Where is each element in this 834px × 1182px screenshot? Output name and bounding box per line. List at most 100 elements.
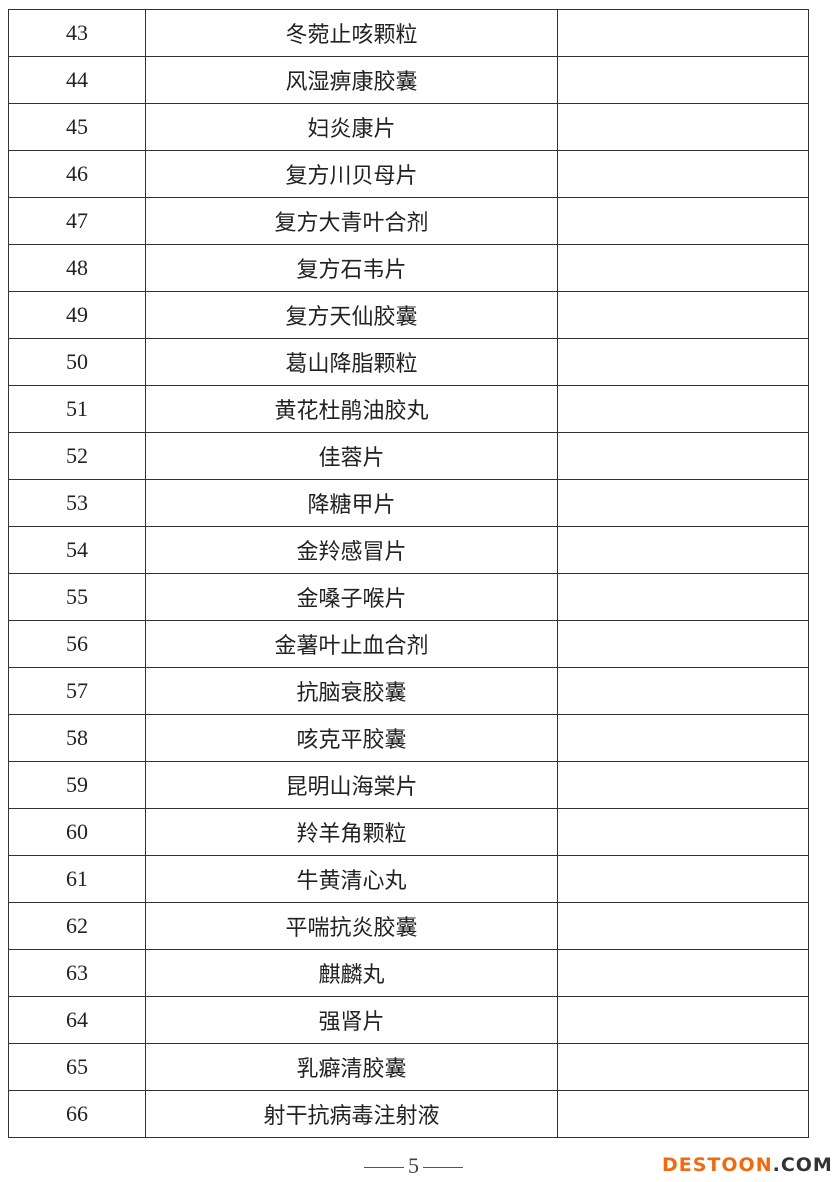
row-number: 64 bbox=[8, 996, 146, 1044]
drug-name: 降糖甲片 bbox=[145, 479, 558, 527]
table-row: 60 羚羊角颗粒 bbox=[8, 808, 809, 856]
dash-left bbox=[364, 1167, 404, 1169]
remark-cell bbox=[557, 197, 809, 245]
drug-name: 冬菀止咳颗粒 bbox=[145, 9, 558, 57]
remark-cell bbox=[557, 385, 809, 433]
drug-name: 妇炎康片 bbox=[145, 103, 558, 151]
remark-cell bbox=[557, 338, 809, 386]
table-row: 49 复方天仙胶囊 bbox=[8, 291, 809, 339]
table-row: 56 金薯叶止血合剂 bbox=[8, 620, 809, 668]
table-row: 59 昆明山海棠片 bbox=[8, 761, 809, 809]
table-row: 52 佳蓉片 bbox=[8, 432, 809, 480]
remark-cell bbox=[557, 902, 809, 950]
table-row: 44 风湿痹康胶囊 bbox=[8, 56, 809, 104]
table-row: 50 葛山降脂颗粒 bbox=[8, 338, 809, 386]
table-row: 61 牛黄清心丸 bbox=[8, 855, 809, 903]
row-number: 57 bbox=[8, 667, 146, 715]
row-number: 53 bbox=[8, 479, 146, 527]
remark-cell bbox=[557, 761, 809, 809]
table-row: 64 强肾片 bbox=[8, 996, 809, 1044]
row-number: 59 bbox=[8, 761, 146, 809]
row-number: 55 bbox=[8, 573, 146, 621]
row-number: 48 bbox=[8, 244, 146, 292]
drug-name: 抗脑衰胶囊 bbox=[145, 667, 558, 715]
row-number: 58 bbox=[8, 714, 146, 762]
remark-cell bbox=[557, 1090, 809, 1138]
drug-name: 佳蓉片 bbox=[145, 432, 558, 480]
row-number: 43 bbox=[8, 9, 146, 57]
drug-name: 咳克平胶囊 bbox=[145, 714, 558, 762]
row-number: 51 bbox=[8, 385, 146, 433]
watermark-part2: .COM bbox=[772, 1154, 833, 1176]
row-number: 62 bbox=[8, 902, 146, 950]
drug-name: 金薯叶止血合剂 bbox=[145, 620, 558, 668]
table-row: 45 妇炎康片 bbox=[8, 103, 809, 151]
drug-name: 复方川贝母片 bbox=[145, 150, 558, 198]
drug-name: 平喘抗炎胶囊 bbox=[145, 902, 558, 950]
remark-cell bbox=[557, 808, 809, 856]
row-number: 60 bbox=[8, 808, 146, 856]
drug-name: 风湿痹康胶囊 bbox=[145, 56, 558, 104]
remark-cell bbox=[557, 432, 809, 480]
row-number: 54 bbox=[8, 526, 146, 574]
table-row: 46 复方川贝母片 bbox=[8, 150, 809, 198]
row-number: 44 bbox=[8, 56, 146, 104]
drug-name: 金嗓子喉片 bbox=[145, 573, 558, 621]
table-row: 43 冬菀止咳颗粒 bbox=[8, 9, 809, 57]
remark-cell bbox=[557, 150, 809, 198]
table-row: 66 射干抗病毒注射液 bbox=[8, 1090, 809, 1138]
row-number: 49 bbox=[8, 291, 146, 339]
drug-name: 羚羊角颗粒 bbox=[145, 808, 558, 856]
drug-name: 复方大青叶合剂 bbox=[145, 197, 558, 245]
remark-cell bbox=[557, 103, 809, 151]
drug-name: 葛山降脂颗粒 bbox=[145, 338, 558, 386]
row-number: 45 bbox=[8, 103, 146, 151]
drug-name: 麒麟丸 bbox=[145, 949, 558, 997]
table-row: 58 咳克平胶囊 bbox=[8, 714, 809, 762]
row-number: 65 bbox=[8, 1043, 146, 1091]
row-number: 66 bbox=[8, 1090, 146, 1138]
remark-cell bbox=[557, 56, 809, 104]
row-number: 50 bbox=[8, 338, 146, 386]
remark-cell bbox=[557, 949, 809, 997]
dash-right bbox=[423, 1167, 463, 1169]
remark-cell bbox=[557, 620, 809, 668]
drug-name: 复方天仙胶囊 bbox=[145, 291, 558, 339]
watermark-logo: DESTOON.COM bbox=[662, 1154, 833, 1176]
drug-name: 黄花杜鹃油胶丸 bbox=[145, 385, 558, 433]
drug-name: 强肾片 bbox=[145, 996, 558, 1044]
row-number: 63 bbox=[8, 949, 146, 997]
drug-name: 乳癖清胶囊 bbox=[145, 1043, 558, 1091]
table-row: 65 乳癖清胶囊 bbox=[8, 1043, 809, 1091]
remark-cell bbox=[557, 1043, 809, 1091]
table-row: 63 麒麟丸 bbox=[8, 949, 809, 997]
table-row: 57 抗脑衰胶囊 bbox=[8, 667, 809, 715]
table-row: 62 平喘抗炎胶囊 bbox=[8, 902, 809, 950]
remark-cell bbox=[557, 667, 809, 715]
remark-cell bbox=[557, 291, 809, 339]
table-row: 54 金羚感冒片 bbox=[8, 526, 809, 574]
row-number: 47 bbox=[8, 197, 146, 245]
remark-cell bbox=[557, 9, 809, 57]
remark-cell bbox=[557, 855, 809, 903]
drug-name: 复方石韦片 bbox=[145, 244, 558, 292]
table-row: 53 降糖甲片 bbox=[8, 479, 809, 527]
watermark-part1: DESTOON bbox=[662, 1154, 773, 1176]
remark-cell bbox=[557, 479, 809, 527]
drug-name: 牛黄清心丸 bbox=[145, 855, 558, 903]
drug-name: 昆明山海棠片 bbox=[145, 761, 558, 809]
row-number: 46 bbox=[8, 150, 146, 198]
remark-cell bbox=[557, 244, 809, 292]
remark-cell bbox=[557, 573, 809, 621]
page-number-text: 5 bbox=[408, 1153, 419, 1178]
table-row: 51 黄花杜鹃油胶丸 bbox=[8, 385, 809, 433]
remark-cell bbox=[557, 714, 809, 762]
remark-cell bbox=[557, 526, 809, 574]
table-row: 48 复方石韦片 bbox=[8, 244, 809, 292]
drug-name: 射干抗病毒注射液 bbox=[145, 1090, 558, 1138]
row-number: 52 bbox=[8, 432, 146, 480]
drug-table: 43 冬菀止咳颗粒 44 风湿痹康胶囊 45 妇炎康片 46 复方川贝母片 47 复方大青叶合剂 4… bbox=[8, 9, 809, 1138]
row-number: 56 bbox=[8, 620, 146, 668]
row-number: 61 bbox=[8, 855, 146, 903]
page-number: 5 bbox=[360, 1154, 467, 1178]
